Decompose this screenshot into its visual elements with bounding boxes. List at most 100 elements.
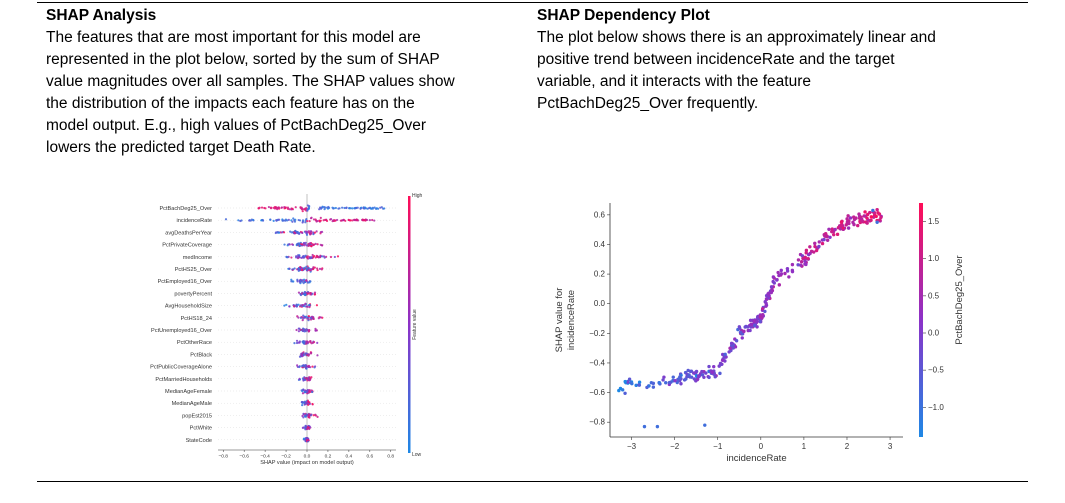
- data-point: [316, 243, 319, 246]
- data-point: [720, 358, 725, 362]
- data-point: [272, 206, 275, 209]
- data-point: [661, 378, 665, 382]
- data-point: [371, 218, 374, 222]
- data-point: [257, 207, 260, 210]
- data-point: [307, 316, 310, 319]
- data-point: [657, 381, 662, 385]
- data-point: [852, 222, 856, 227]
- colorbar-title: PctBachDeg25_Over: [954, 255, 965, 344]
- data-point: [277, 231, 281, 234]
- data-point: [310, 351, 313, 354]
- data-point: [303, 280, 306, 284]
- data-point: [814, 248, 819, 253]
- shap-dependency-section: SHAP Dependency Plot The plot below show…: [537, 6, 1017, 115]
- data-point: [707, 375, 711, 380]
- data-point: [298, 341, 301, 344]
- data-point: [306, 256, 309, 260]
- data-point: [295, 339, 299, 342]
- data-point: [324, 218, 327, 221]
- data-point: [337, 207, 340, 210]
- data-point: [276, 207, 279, 211]
- data-point: [380, 206, 383, 209]
- y-axis-label-line: SHAP value for: [554, 288, 565, 353]
- data-point: [313, 291, 317, 294]
- data-point: [313, 231, 317, 234]
- data-point: [779, 268, 783, 273]
- x-tick-label: 1: [802, 442, 807, 451]
- data-point: [288, 267, 291, 271]
- data-point: [307, 267, 310, 270]
- data-point: [629, 381, 633, 385]
- data-point: [804, 251, 808, 255]
- data-point: [291, 268, 294, 271]
- data-point: [764, 304, 768, 308]
- data-point: [308, 401, 311, 404]
- data-point: [738, 330, 743, 335]
- data-point: [334, 206, 337, 210]
- data-point: [830, 229, 834, 234]
- data-point: [305, 413, 308, 416]
- data-point: [304, 254, 307, 257]
- data-point: [300, 268, 304, 272]
- data-point: [664, 381, 668, 385]
- data-point: [311, 402, 314, 406]
- data-point: [318, 267, 322, 270]
- data-point: [298, 377, 301, 380]
- data-point: [333, 255, 336, 259]
- feature-label: PctHS25_Over: [175, 267, 212, 273]
- data-point: [763, 309, 767, 314]
- data-point: [647, 384, 651, 388]
- data-point: [288, 305, 291, 308]
- data-point: [692, 371, 696, 375]
- feature-label: StateCode: [186, 438, 212, 444]
- data-point: [248, 219, 251, 222]
- data-point: [312, 243, 315, 246]
- data-point: [822, 237, 826, 242]
- data-point: [776, 270, 780, 275]
- data-point: [875, 220, 879, 224]
- data-point: [744, 324, 748, 329]
- data-point: [274, 231, 277, 235]
- data-point: [308, 220, 311, 223]
- data-point: [302, 412, 305, 415]
- data-point: [264, 207, 267, 210]
- data-point: [877, 212, 882, 216]
- data-point: [718, 361, 723, 366]
- colorbar: [919, 203, 923, 437]
- data-point: [305, 352, 309, 355]
- data-point: [671, 375, 675, 379]
- data-point: [869, 215, 874, 219]
- x-tick-label: −0.4: [260, 454, 270, 460]
- data-point: [283, 205, 286, 209]
- data-point: [309, 267, 312, 271]
- data-point: [294, 206, 297, 209]
- data-point: [860, 219, 864, 223]
- data-point: [845, 217, 849, 221]
- data-point: [832, 232, 836, 237]
- data-point: [306, 438, 309, 442]
- data-point: [307, 268, 310, 271]
- feature-label: PctUnemployed16_Over: [151, 328, 212, 334]
- data-point: [838, 227, 843, 231]
- data-point: [300, 354, 304, 357]
- data-point: [865, 221, 869, 225]
- data-point: [710, 370, 715, 374]
- data-point: [738, 326, 742, 330]
- x-tick-label: 3: [888, 442, 893, 451]
- colorbar-tick-label: 0.5: [928, 291, 940, 300]
- colorbar: [408, 196, 411, 453]
- data-point: [820, 241, 825, 246]
- data-point: [307, 403, 310, 406]
- data-point: [767, 294, 771, 298]
- data-point: [304, 208, 307, 211]
- data-point: [272, 219, 275, 222]
- data-point: [761, 312, 765, 317]
- data-point: [329, 255, 333, 259]
- data-point: [687, 373, 691, 377]
- x-tick-label: 2: [845, 442, 850, 451]
- data-point: [623, 379, 627, 384]
- data-point: [287, 218, 290, 221]
- data-point: [637, 380, 642, 384]
- data-point: [790, 262, 795, 267]
- data-point: [310, 376, 313, 379]
